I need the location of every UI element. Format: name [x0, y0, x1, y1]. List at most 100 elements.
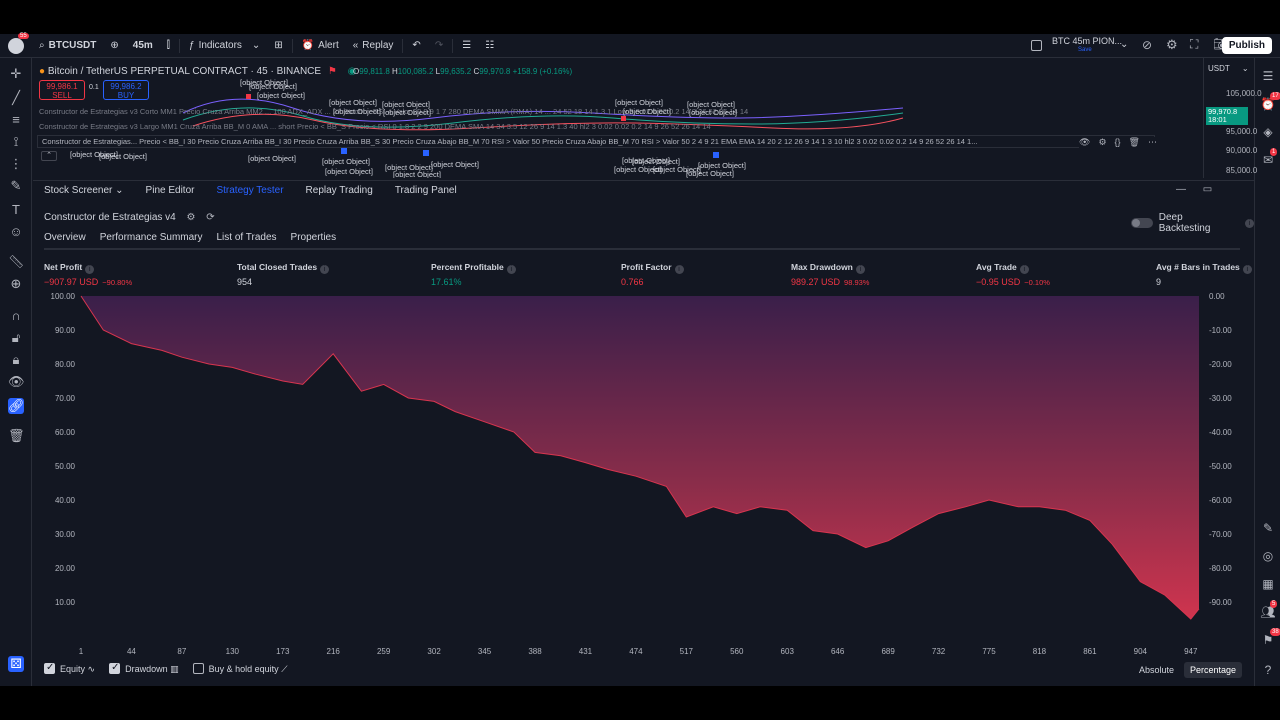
- layout-name[interactable]: BTC 45m PION...: [1052, 36, 1123, 46]
- crosshair-icon[interactable]: ✛: [10, 66, 22, 81]
- flag-icon[interactable]: ⚑: [327, 66, 337, 77]
- lock-drawings-icon[interactable]: 🔓︎: [11, 330, 21, 345]
- info-icon[interactable]: i: [1242, 265, 1252, 274]
- zoom-in-icon[interactable]: ⊕: [10, 276, 22, 291]
- tab-properties[interactable]: Properties: [290, 232, 337, 243]
- fib-icon[interactable]: ≡: [12, 112, 20, 127]
- eye-icon[interactable]: 👁︎: [8, 374, 25, 389]
- calendar-icon[interactable]: ▦: [1262, 577, 1274, 591]
- settings-gear-icon[interactable]: ⚙: [186, 212, 196, 223]
- alerts-icon[interactable]: ⏰ 17: [1260, 92, 1280, 111]
- strategy-title: Constructor de Estrategias v4 ⚙ ⟳: [44, 212, 215, 223]
- layers-icon[interactable]: ◈: [1263, 125, 1273, 139]
- checkbox-unchecked[interactable]: [192, 663, 204, 674]
- layout-checkbox-icon[interactable]: [1031, 40, 1042, 51]
- alert-button[interactable]: ⏰ Alert: [295, 34, 346, 58]
- info-icon[interactable]: i: [855, 265, 865, 274]
- more-icon[interactable]: ⋯: [1147, 137, 1157, 147]
- pencil-icon[interactable]: ✎: [1262, 521, 1274, 535]
- source-code-icon[interactable]: {}: [1114, 137, 1121, 147]
- people-icon[interactable]: 👥︎ 5: [1260, 600, 1278, 619]
- tab-strategy-tester[interactable]: Strategy Tester: [216, 185, 284, 196]
- minimize-panel-icon[interactable]: —: [1176, 184, 1186, 195]
- indicator-legend-active[interactable]: Constructor de Estrategias... Precio < B…: [37, 135, 1155, 148]
- strategy-tester-toggle[interactable]: ☷: [478, 34, 501, 58]
- buy-hold-toggle[interactable]: Buy & hold equity ⟋: [192, 663, 288, 675]
- pattern-icon[interactable]: ⟟: [13, 134, 19, 149]
- chat-icon[interactable]: ✉ 1: [1262, 148, 1278, 167]
- info-icon[interactable]: i: [85, 265, 95, 274]
- eye-icon[interactable]: 👁︎: [1079, 137, 1091, 147]
- object-tree-icon[interactable]: ⚄: [8, 656, 24, 672]
- ohlc-low: 99,635.2: [440, 67, 472, 76]
- equity-drawdown-chart[interactable]: 100.0090.0080.0070.0060.0050.0040.0030.0…: [33, 200, 1254, 660]
- magnet-icon[interactable]: ∩: [11, 308, 21, 323]
- chart-type-button[interactable]: ⫿: [160, 34, 177, 58]
- refresh-icon[interactable]: ⟳: [206, 212, 215, 223]
- absolute-button[interactable]: Absolute: [1139, 665, 1175, 675]
- symbol-title[interactable]: ● Bitcoin / TetherUS PERPETUAL CONTRACT …: [39, 66, 356, 77]
- tab-performance-summary[interactable]: Performance Summary: [99, 232, 203, 243]
- redo-button[interactable]: ↷: [428, 34, 450, 58]
- indicator-legend-2[interactable]: Constructor de Estrategias v3 Largo MM1 …: [39, 122, 711, 131]
- settings-gear-icon[interactable]: ⚙: [1098, 137, 1107, 147]
- info-icon[interactable]: i: [1019, 265, 1029, 274]
- checkbox-checked[interactable]: [109, 662, 121, 674]
- lock-icon[interactable]: 🔒︎: [12, 352, 20, 367]
- target-icon[interactable]: ◎: [1262, 549, 1274, 563]
- interval-button[interactable]: 45m: [126, 34, 160, 58]
- ruler-icon[interactable]: 📏︎: [8, 254, 25, 269]
- chart-candles: [182, 94, 904, 158]
- maximize-panel-icon[interactable]: ▭: [1202, 184, 1213, 195]
- trading-panel-toggle[interactable]: ☰: [455, 34, 478, 58]
- info-icon[interactable]: i: [320, 265, 330, 274]
- fullscreen-icon[interactable]: ⛶: [1190, 37, 1199, 51]
- sell-button[interactable]: 99,986.1 SELL: [39, 80, 85, 100]
- indicators-button[interactable]: ƒ Indicators ⌄: [182, 34, 267, 58]
- price-axis[interactable]: USDT ⌄ 105,000.0 99,970.8 18:01 95,000.0…: [1203, 58, 1262, 178]
- toggle-switch[interactable]: [1131, 218, 1153, 228]
- brush-icon[interactable]: ✎: [10, 178, 22, 193]
- deep-backtesting-toggle[interactable]: Deep Backtesting i: [1131, 212, 1254, 234]
- link-icon[interactable]: 🔗︎: [8, 398, 25, 414]
- tab-replay-trading[interactable]: Replay Trading: [305, 185, 373, 196]
- drawdown-toggle[interactable]: Drawdown ▥: [109, 662, 179, 675]
- trash-icon[interactable]: 🗑︎: [1128, 137, 1140, 147]
- compare-symbol-button[interactable]: ⊕: [103, 34, 125, 58]
- symbol-search-button[interactable]: ⌕ BTCUSDT: [32, 34, 103, 58]
- ideas-icon[interactable]: ⚑ 38: [1262, 628, 1280, 647]
- currency-selector[interactable]: USDT ⌄: [1208, 64, 1249, 73]
- percentage-button[interactable]: Percentage: [1184, 662, 1243, 678]
- tab-trading-panel[interactable]: Trading Panel: [394, 185, 457, 196]
- undo-button[interactable]: ↶: [405, 34, 427, 58]
- notification-badge: 55: [18, 32, 29, 39]
- trend-line-icon[interactable]: ╱: [12, 90, 20, 105]
- equity-toggle[interactable]: Equity ∿: [44, 662, 95, 675]
- deep-backtesting-label: Deep Backtesting: [1158, 212, 1211, 234]
- trash-icon[interactable]: 🗑︎: [8, 428, 25, 443]
- tradingview-logo-icon[interactable]: 55: [8, 32, 29, 54]
- watchlist-icon[interactable]: ☰: [1262, 69, 1274, 83]
- tab-pine-editor[interactable]: Pine Editor: [145, 185, 195, 196]
- legend-equity-label: Equity: [60, 664, 86, 674]
- emoji-icon[interactable]: ☺: [9, 224, 23, 239]
- chevron-down-icon[interactable]: ⌄: [1120, 39, 1129, 50]
- info-icon[interactable]: i: [506, 265, 516, 274]
- help-icon[interactable]: ?: [1264, 663, 1272, 677]
- tab-list-of-trades[interactable]: List of Trades: [216, 232, 277, 243]
- publish-button[interactable]: Publish: [1221, 37, 1272, 54]
- tab-stock-screener[interactable]: Stock Screener ⌄: [33, 185, 135, 196]
- settings-gear-icon[interactable]: ⚙: [1166, 37, 1178, 52]
- info-icon[interactable]: i: [674, 265, 684, 274]
- projection-icon[interactable]: ⋮: [9, 156, 23, 171]
- collapse-legend-button[interactable]: ⌃: [41, 151, 57, 161]
- text-icon[interactable]: T: [12, 202, 20, 217]
- indicator-legend-1[interactable]: Constructor de Estrategias v3 Corto MM1 …: [39, 107, 749, 116]
- buy-button[interactable]: 99,986.2 BUY: [103, 80, 149, 100]
- zoom-icon[interactable]: ⊘: [1142, 38, 1153, 52]
- layouts-button[interactable]: ⊞: [267, 34, 289, 58]
- replay-button[interactable]: « Replay: [346, 34, 401, 58]
- checkbox-checked[interactable]: [44, 662, 55, 674]
- info-icon[interactable]: i: [1245, 218, 1254, 228]
- price-chart[interactable]: ● Bitcoin / TetherUS PERPETUAL CONTRACT …: [33, 58, 1203, 178]
